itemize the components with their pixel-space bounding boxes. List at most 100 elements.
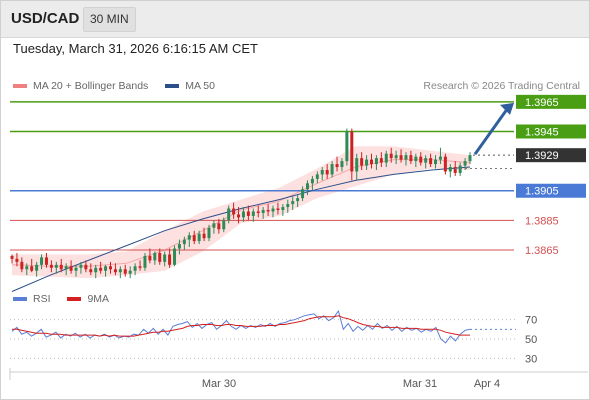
candle-body-33 xyxy=(173,248,177,265)
forecast-arrow-head xyxy=(500,102,514,115)
level-label-4: 1.3865 xyxy=(525,245,559,257)
rsi-series-1 xyxy=(12,315,470,337)
candle-body-44 xyxy=(227,208,231,221)
candle-body-86 xyxy=(434,159,438,165)
candle-body-8 xyxy=(49,264,53,268)
legend-9ma: 9MA xyxy=(67,293,109,305)
current-price-badge xyxy=(516,148,586,163)
candle-body-52 xyxy=(266,210,270,212)
candle-body-62 xyxy=(315,174,319,179)
x-tick-label-0: Mar 30 xyxy=(202,378,236,390)
candle-body-28 xyxy=(148,255,152,261)
candle-body-53 xyxy=(271,208,275,212)
level-label-0: 1.3965 xyxy=(525,97,559,109)
candle-body-35 xyxy=(182,239,186,245)
legend-ma50: MA 50 xyxy=(165,80,215,92)
candle-body-75 xyxy=(379,158,383,163)
candle-body-32 xyxy=(168,254,172,265)
candle-body-39 xyxy=(202,233,206,239)
x-tick-label-1: Mar 31 xyxy=(403,378,437,390)
rsi-legend: RSI 9MA xyxy=(13,293,123,305)
level-badge-1 xyxy=(516,124,586,139)
timeframe-button[interactable]: 30 MIN xyxy=(83,7,136,32)
rsi-tick-0: 70 xyxy=(525,315,537,327)
candle-body-16 xyxy=(89,269,93,273)
level-label-2: 1.3905 xyxy=(525,186,559,198)
candle-body-1 xyxy=(15,258,19,262)
candle-body-2 xyxy=(20,261,24,270)
candle-body-70 xyxy=(355,158,359,172)
candle-body-49 xyxy=(251,211,255,216)
legend-ma50-label: MA 50 xyxy=(185,80,215,92)
legend-rsi: RSI xyxy=(13,293,51,305)
candle-body-60 xyxy=(305,183,309,190)
ma20-line xyxy=(11,159,471,267)
candle-body-41 xyxy=(212,223,216,228)
candle-body-20 xyxy=(108,266,112,270)
datetime-label: Tuesday, March 31, 2026 6:16:15 AM CET xyxy=(13,41,258,56)
candle-body-51 xyxy=(261,210,265,213)
candle-body-43 xyxy=(222,220,226,230)
candle-body-92 xyxy=(463,161,467,166)
candle-body-89 xyxy=(448,167,452,172)
candle-body-81 xyxy=(409,155,413,162)
candle-body-5 xyxy=(35,264,39,271)
candle-body-58 xyxy=(296,198,300,202)
candle-body-50 xyxy=(256,211,260,213)
candle-body-55 xyxy=(281,207,285,210)
candle-body-45 xyxy=(232,208,236,215)
legend-9ma-swatch xyxy=(67,297,82,302)
legend-bb-swatch xyxy=(13,84,27,89)
candle-body-3 xyxy=(25,266,29,270)
candle-body-80 xyxy=(404,155,408,160)
candle-body-82 xyxy=(414,156,418,162)
candle-body-76 xyxy=(384,153,388,163)
candle-body-4 xyxy=(30,266,34,271)
rsi-tick-1: 50 xyxy=(525,334,537,346)
candle-body-29 xyxy=(153,252,157,261)
candle-body-47 xyxy=(241,211,245,218)
price-legend: MA 20 + Bollinger Bands MA 50 xyxy=(13,80,229,92)
candle-body-27 xyxy=(143,255,147,268)
level-badge-0 xyxy=(516,94,586,109)
candle-body-37 xyxy=(192,235,196,242)
candle-body-77 xyxy=(389,153,393,159)
candle-body-36 xyxy=(187,235,191,240)
level-label-1: 1.3945 xyxy=(525,126,559,138)
candle-body-87 xyxy=(438,156,442,160)
candle-body-84 xyxy=(424,158,428,163)
chart-header: USD/CAD 30 MIN xyxy=(0,0,590,38)
candle-body-61 xyxy=(310,178,314,184)
candle-body-54 xyxy=(276,208,280,210)
candle-body-0 xyxy=(10,255,14,259)
candle-body-91 xyxy=(458,165,462,173)
candle-body-56 xyxy=(286,204,290,208)
candle-body-7 xyxy=(44,257,48,265)
candle-body-46 xyxy=(237,214,241,218)
candle-body-19 xyxy=(104,266,108,271)
candle-body-63 xyxy=(320,170,324,175)
candle-body-34 xyxy=(177,244,181,249)
candle-body-6 xyxy=(40,257,44,265)
candle-body-11 xyxy=(64,266,68,270)
candle-body-59 xyxy=(301,189,305,199)
candle-body-85 xyxy=(429,158,433,165)
candle-body-42 xyxy=(217,223,221,230)
candle-body-40 xyxy=(207,227,211,239)
candle-body-90 xyxy=(453,167,457,173)
candle-body-79 xyxy=(399,155,403,160)
legend-9ma-label: 9MA xyxy=(87,293,110,305)
current-price-label: 1.3929 xyxy=(525,150,559,162)
ma50-line xyxy=(11,166,471,292)
candle-body-67 xyxy=(340,161,344,168)
legend-rsi-label: RSI xyxy=(33,293,51,305)
rsi-tick-2: 30 xyxy=(525,353,537,365)
candle-body-24 xyxy=(128,270,132,274)
candle-body-72 xyxy=(365,159,369,166)
candle-body-88 xyxy=(443,156,447,172)
candle-body-68 xyxy=(345,131,349,162)
candle-body-93 xyxy=(468,155,472,162)
candle-body-13 xyxy=(74,267,78,271)
credit-label: Research © 2026 Trading Central xyxy=(423,80,580,92)
